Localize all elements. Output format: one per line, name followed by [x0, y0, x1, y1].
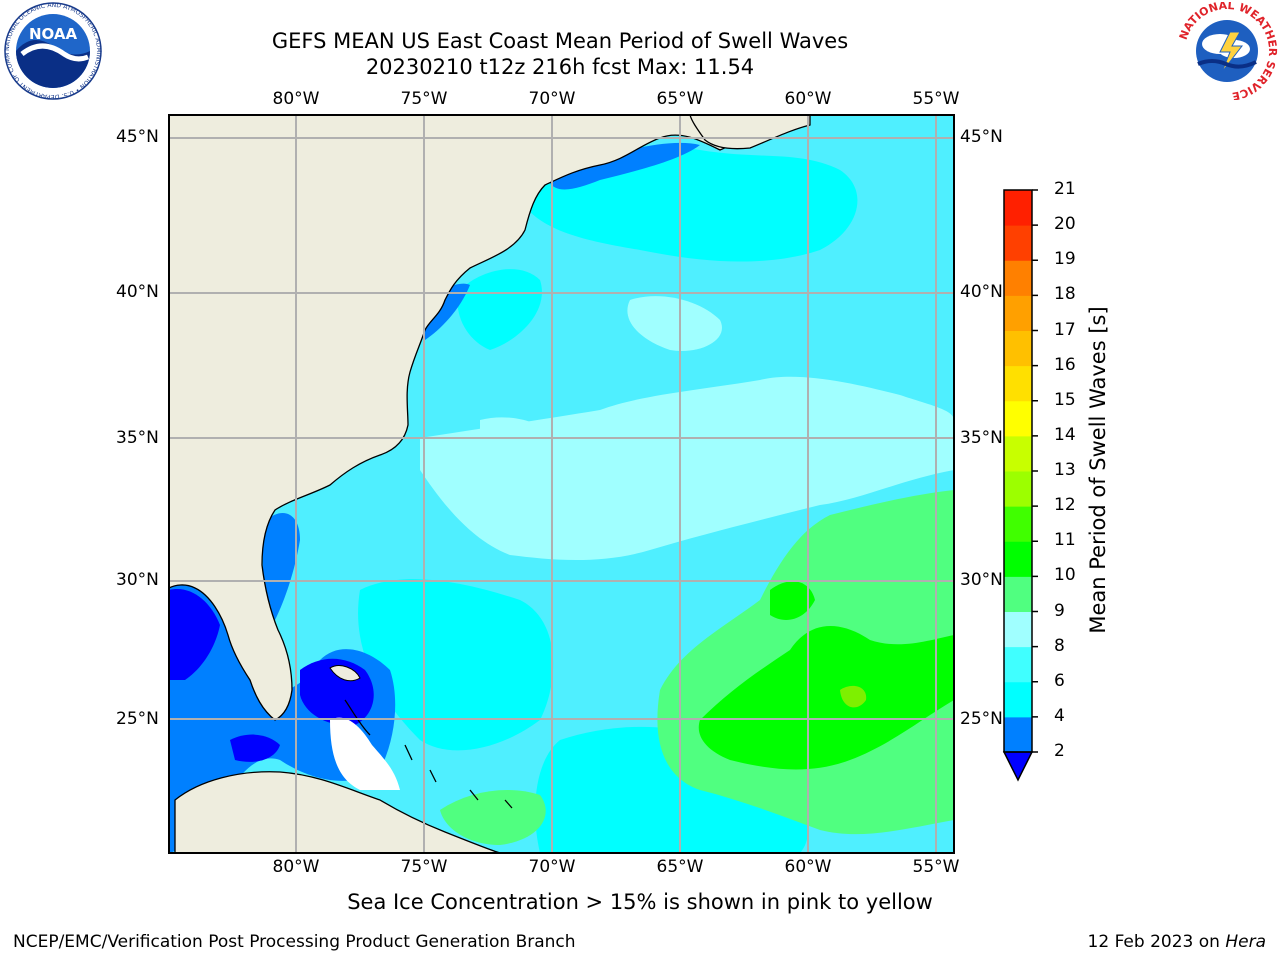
colorbar-segment	[1004, 435, 1032, 472]
lon-label-bottom-80w: 80°W	[272, 857, 320, 877]
colorbar-tick-label: 9	[1054, 600, 1065, 621]
colorbar-tick-label: 20	[1054, 214, 1076, 235]
contour-8-9-c	[480, 417, 560, 466]
graticule	[169, 115, 954, 853]
colorbar-segment	[1004, 716, 1032, 753]
lon-label-bottom-70w: 70°W	[528, 857, 576, 877]
contour-6-8-b	[457, 269, 542, 350]
nws-logo: NATIONAL WEATHER SERVICE	[1177, 2, 1278, 100]
lon-label-top-55w: 55°W	[912, 89, 960, 109]
lat-label-right-45n: 45°N	[960, 127, 1003, 147]
colorbar-tick-label: 10	[1054, 565, 1076, 586]
contour-10-11	[698, 626, 954, 770]
colorbar-segment	[1004, 611, 1032, 648]
lon-label-top-60w: 60°W	[784, 89, 832, 109]
contour-under-2	[169, 589, 220, 680]
contour-8-9-b	[627, 296, 722, 351]
lon-label-top-80w: 80°W	[272, 89, 320, 109]
lon-label-bottom-55w: 55°W	[912, 857, 960, 877]
colorbar	[1002, 189, 1038, 782]
contour-11-12	[840, 685, 867, 708]
map-frame	[168, 114, 955, 854]
colorbar-segment	[1004, 646, 1032, 683]
colorbar-label: Mean Period of Swell Waves [s]	[1086, 306, 1110, 634]
land-cuba	[174, 771, 501, 853]
lat-label-left-25n: 25°N	[116, 709, 159, 729]
land-bahamas-b	[344, 699, 513, 809]
colorbar-segment	[1004, 190, 1032, 226]
colorbar-segment	[1004, 365, 1032, 402]
colorbar-tick-label: 14	[1054, 424, 1076, 445]
lon-label-top-75w: 75°W	[400, 89, 448, 109]
lon-label-bottom-65w: 65°W	[656, 857, 704, 877]
colorbar-segment	[1004, 576, 1032, 612]
noaa-logo-text: NOAA	[29, 25, 78, 43]
lat-label-right-35n: 35°N	[960, 428, 1003, 448]
lon-label-bottom-75w: 75°W	[400, 857, 448, 877]
colorbar-tick-label: 13	[1054, 460, 1076, 480]
land-bahamas	[329, 665, 361, 682]
colorbar-tick-label: 12	[1054, 495, 1076, 516]
footer-host: Hera	[1225, 932, 1266, 952]
colorbar-segment	[1004, 681, 1032, 718]
colorbar-under-arrow	[1002, 751, 1034, 782]
map-title: GEFS MEAN US East Coast Mean Period of S…	[271, 29, 849, 53]
lat-label-right-30n: 30°N	[960, 570, 1003, 590]
sea-ice-caption: Sea Ice Concentration > 15% is shown in …	[347, 890, 933, 914]
bank-white	[330, 717, 400, 790]
colorbar-tick-label: 15	[1054, 389, 1076, 410]
colorbar-tick-label: 11	[1054, 530, 1076, 551]
lat-label-left-35n: 35°N	[116, 428, 159, 448]
colorbar-segment	[1004, 541, 1032, 577]
contour-2-4-d	[548, 142, 700, 190]
colorbar-tick-label: 6	[1054, 670, 1065, 691]
colorbar-tick-label: 4	[1054, 705, 1065, 726]
colorbar-tick-label: 19	[1054, 249, 1076, 270]
lon-label-bottom-60w: 60°W	[784, 857, 832, 877]
colorbar-tick-label: 8	[1054, 635, 1065, 656]
colorbar-tick-label: 18	[1054, 284, 1076, 305]
lat-label-left-30n: 30°N	[116, 570, 159, 590]
contour-9-10-b	[440, 790, 546, 845]
land-canada	[689, 115, 811, 150]
lon-label-top-65w: 65°W	[656, 89, 704, 109]
colorbar-segment	[1004, 471, 1032, 507]
footer-date-text: 12 Feb 2023 on	[1087, 932, 1226, 952]
footer-date: 12 Feb 2023 on Hera	[1088, 932, 1266, 952]
contour-2-4-b	[262, 512, 300, 620]
colorbar-segment	[1004, 400, 1032, 437]
colorbar-segment	[1004, 260, 1032, 296]
lat-label-right-25n: 25°N	[960, 709, 1003, 729]
map-subtitle: 20230210 t12z 216h fcst Max: 11.54	[365, 55, 755, 79]
colorbar-segment	[1004, 506, 1032, 542]
colorbar-segment	[1004, 225, 1032, 261]
colorbar-tick-label: 21	[1054, 179, 1076, 199]
colorbar-segment	[1004, 295, 1032, 331]
colorbar-tick-label: 17	[1054, 319, 1076, 340]
contour-6-8-c	[358, 579, 554, 751]
lat-label-right-40n: 40°N	[960, 282, 1003, 302]
colorbar-tick-label: 16	[1054, 354, 1076, 375]
lat-label-left-40n: 40°N	[116, 282, 159, 302]
colorbar-tick-label: 2	[1054, 741, 1065, 761]
contour-under-2-c	[230, 734, 280, 762]
lat-label-left-45n: 45°N	[116, 127, 159, 147]
contour-8-9	[420, 376, 954, 560]
noaa-logo: NATIONAL OCEANIC AND ATMOSPHERIC ADMINIS…	[2, 2, 102, 100]
contour-10-11-b	[770, 581, 815, 620]
colorbar-segment	[1004, 330, 1032, 367]
lon-label-top-70w: 70°W	[528, 89, 576, 109]
footer-org: NCEP/EMC/Verification Post Processing Pr…	[13, 932, 576, 952]
